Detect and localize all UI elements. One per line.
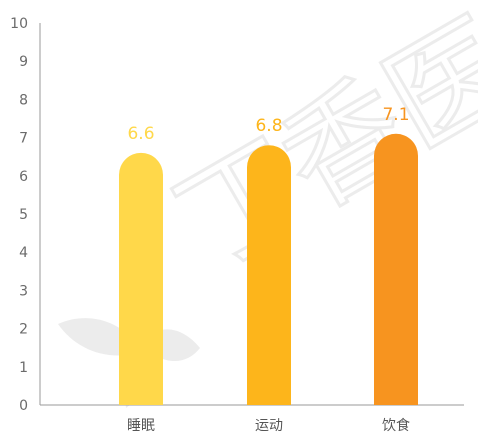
y-tick-label: 5 — [19, 207, 28, 223]
watermark-text: 丁香医 — [155, 0, 478, 295]
y-tick-label: 0 — [19, 398, 28, 414]
x-tick-label: 饮食 — [382, 417, 410, 434]
bar-value-label: 7.1 — [382, 105, 409, 125]
x-tick-label: 运动 — [255, 418, 283, 434]
bar-value-label: 6.8 — [255, 116, 282, 136]
bar — [374, 133, 418, 405]
x-axis-labels: 睡眠 运动 饮食 — [127, 417, 410, 434]
y-tick-label: 3 — [19, 283, 28, 299]
y-tick-label: 9 — [19, 54, 28, 70]
y-tick-label: 7 — [19, 131, 28, 147]
y-tick-label: 1 — [19, 360, 28, 376]
bars: 6.6 6.8 7.1 — [119, 105, 418, 406]
y-tick-label: 8 — [19, 92, 28, 108]
y-axis-ticks: 0 1 2 3 4 5 6 7 8 9 10 — [10, 16, 28, 414]
x-tick-label: 睡眠 — [127, 418, 155, 434]
bar-value-label: 6.6 — [127, 124, 154, 144]
y-tick-label: 4 — [19, 245, 28, 261]
y-tick-label: 6 — [19, 169, 28, 185]
y-tick-label: 10 — [10, 16, 28, 32]
bar — [247, 145, 291, 406]
y-tick-label: 2 — [19, 322, 28, 338]
bar — [119, 152, 163, 405]
